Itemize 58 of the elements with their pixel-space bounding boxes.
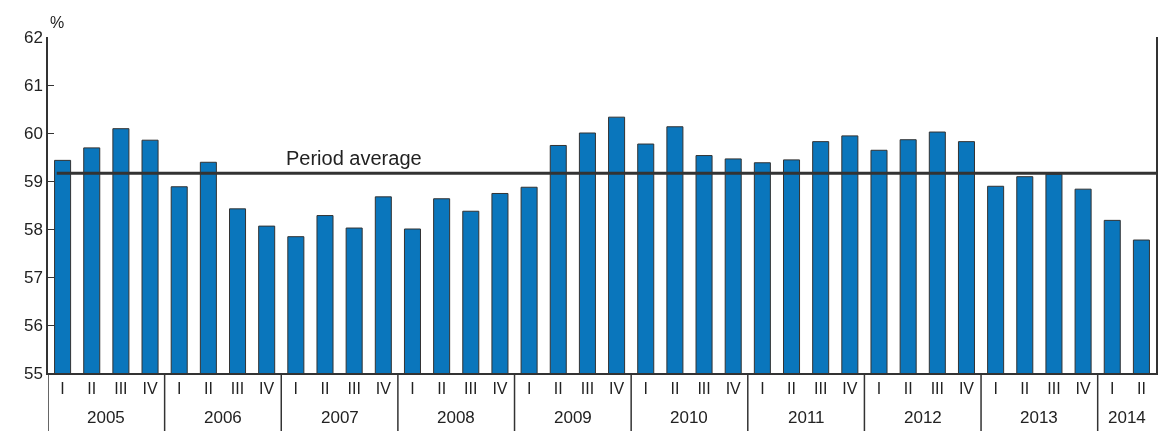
x-tick-label: IV (1075, 379, 1091, 397)
x-tick-label: IV (609, 379, 625, 397)
x-tick-label: II (320, 379, 330, 397)
x-tick-label: II (87, 379, 97, 397)
text: 2011 (788, 408, 825, 427)
text: 2007 (321, 408, 359, 427)
x-tick-label: IV (842, 379, 858, 397)
x-tick-label: II (1020, 379, 1030, 397)
x-tick-label: IV (492, 379, 508, 397)
y-tick-label: 61 (23, 75, 43, 95)
text: 2008 (437, 408, 475, 427)
x-tick-label: IV (375, 379, 392, 397)
x-tick-label: I (876, 379, 882, 397)
text: 2013 (1020, 408, 1058, 427)
x-tick-label: IV (958, 379, 975, 397)
x-tick-label: III (697, 379, 711, 397)
x-tick-label: III (347, 379, 361, 397)
x-tick-label: II (553, 379, 563, 397)
y-tick-label: 57 (23, 267, 43, 287)
y-tick-label: 60 (23, 123, 43, 143)
ref-line-label: Period average (286, 147, 422, 169)
x-tick-label: I (643, 379, 648, 397)
y-axis-title: % (50, 14, 65, 31)
text: 2012 (904, 408, 942, 427)
x-tick-label: IV (725, 379, 742, 397)
x-tick-label: II (437, 379, 447, 397)
x-tick-label: III (580, 379, 595, 397)
x-tick-label: I (60, 379, 65, 397)
x-tick-label: I (1110, 379, 1115, 397)
x-tick-label: I (293, 379, 299, 397)
x-tick-label: II (1136, 379, 1146, 397)
x-tick-label: II (670, 379, 680, 397)
text: 2014 (1108, 408, 1146, 427)
y-tick-label: 55 (23, 363, 43, 383)
text: 2009 (554, 408, 592, 427)
y-tick-label: 62 (23, 27, 43, 47)
x-tick-label: III (1047, 379, 1061, 397)
x-tick-label: II (903, 379, 913, 397)
y-tick-label: 59 (23, 171, 43, 191)
text: 2005 (87, 408, 125, 427)
x-tick-label: I (176, 379, 182, 397)
x-tick-label: III (814, 379, 828, 397)
x-tick-label: IV (259, 379, 275, 397)
text: 2006 (204, 408, 242, 427)
x-tick-label: I (410, 379, 415, 397)
y-tick-label: 56 (23, 315, 43, 335)
text: 2010 (670, 408, 708, 427)
x-tick-label: I (993, 379, 998, 397)
x-tick-label: III (230, 379, 245, 397)
x-tick-label: III (464, 379, 478, 397)
y-tick-label: 58 (23, 219, 43, 239)
x-tick-label: III (930, 379, 944, 397)
x-tick-label: IV (142, 379, 158, 397)
x-tick-label: III (114, 379, 128, 397)
x-tick-label: I (526, 379, 532, 397)
x-tick-label: II (203, 379, 213, 397)
x-tick-label: II (787, 379, 796, 397)
x-tick-label: I (760, 379, 765, 397)
